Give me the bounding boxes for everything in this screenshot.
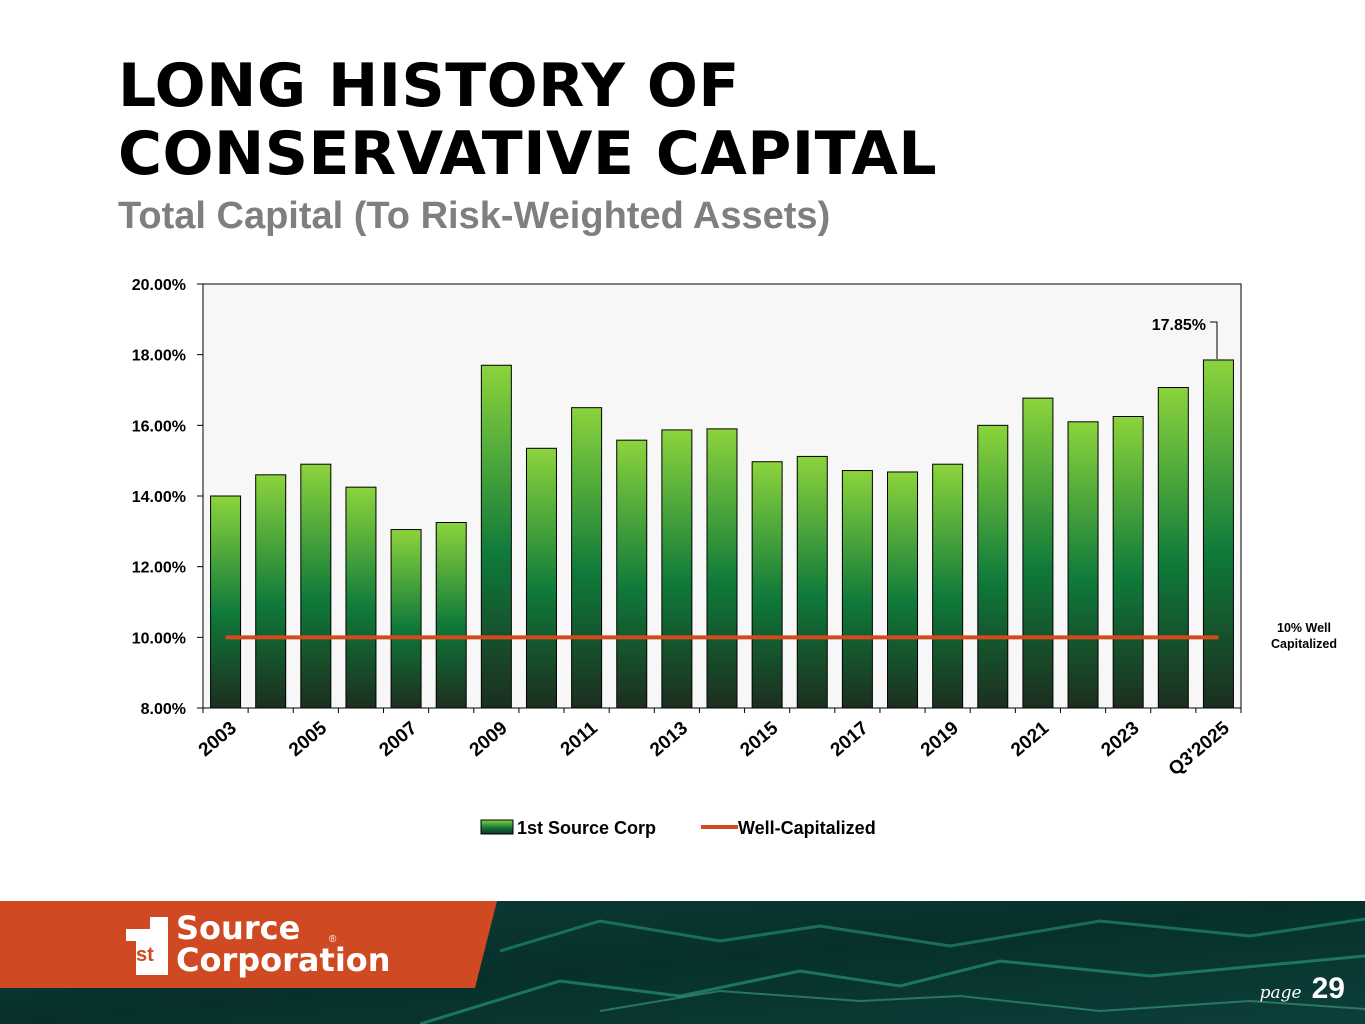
- annotation-leader: [1210, 321, 1218, 359]
- x-tick-label: 2017: [827, 718, 873, 761]
- x-tick-label: 2019: [917, 718, 963, 761]
- bar-2012: [616, 439, 648, 709]
- page-indicator: page 29: [1260, 972, 1345, 1006]
- logo-superscript: st: [136, 944, 154, 966]
- y-tick-label: 16.00%: [132, 418, 186, 435]
- bar-2008: [435, 522, 467, 709]
- x-tick-label: 2003: [195, 718, 241, 761]
- x-tick-label: 2011: [557, 717, 602, 760]
- y-tick-label: 10.00%: [132, 630, 186, 647]
- chart-subtitle: Total Capital (To Risk-Weighted Assets): [118, 195, 831, 237]
- bar-2015: [751, 461, 783, 709]
- x-tick-label: 2005: [285, 717, 331, 761]
- legend-swatch-bars: [480, 819, 514, 835]
- y-tick-label: 18.00%: [132, 348, 186, 365]
- bar-2009: [480, 364, 512, 709]
- bar-2016: [796, 455, 828, 709]
- bar-2014: [706, 428, 738, 709]
- bar-2013: [661, 429, 693, 709]
- x-tick-label: Q3'2025: [1165, 717, 1234, 780]
- page-number: 29: [1311, 972, 1345, 1005]
- x-tick-label: 2023: [1098, 718, 1144, 761]
- logo-registered: ®: [329, 934, 337, 945]
- bar-2019: [932, 463, 964, 709]
- legend: 1st Source Corp Well-Capitalized: [480, 818, 876, 838]
- bar-2011: [571, 407, 603, 709]
- bar-2005: [300, 463, 332, 709]
- bar-Q3'2025: [1202, 359, 1234, 709]
- x-tick-label: 2015: [736, 717, 782, 761]
- title-line-2: CONSERVATIVE CAPITAL: [118, 119, 938, 189]
- x-axis-ticks: 2003 2005 2007 2009 2011 2013 2015 2017 2019 2021…: [195, 708, 1242, 780]
- bar-series: [210, 359, 1234, 709]
- bar-2024: [1157, 387, 1189, 709]
- capital-ratio-chart: 8.00% 10.00% 12.00% 14.00% 16.00% 18.00% 20.00…: [132, 277, 1337, 838]
- footer-background: [0, 901, 1365, 1024]
- x-tick-label: 2021: [1007, 717, 1053, 761]
- bar-2010: [525, 447, 557, 709]
- title-line-1: LONG HISTORY OF: [118, 51, 740, 121]
- x-tick-label: 2013: [646, 718, 692, 761]
- annotation-callout: 17.85%: [1152, 317, 1218, 359]
- bar-2007: [390, 529, 422, 709]
- page-title: LONG HISTORY OF CONSERVATIVE CAPITAL: [118, 52, 937, 188]
- logo-word-corporation: Corporation: [176, 941, 391, 979]
- page-word: page: [1259, 983, 1302, 1003]
- side-note-line-2: Capitalized: [1271, 637, 1337, 651]
- bar-2006: [345, 486, 377, 709]
- y-axis-ticks: 8.00% 10.00% 12.00% 14.00% 16.00% 18.00% 20.00…: [132, 277, 203, 718]
- logo-word-source: Source: [176, 909, 301, 947]
- legend-label-line: Well-Capitalized: [738, 818, 876, 838]
- footer-banner: st Source ® Corporation page 29: [0, 901, 1365, 1024]
- bar-2004: [255, 474, 287, 709]
- y-tick-label: 8.00%: [141, 701, 186, 718]
- bar-2022: [1067, 421, 1099, 709]
- bar-2021: [1022, 397, 1054, 709]
- y-tick-label: 20.00%: [132, 277, 186, 294]
- bar-2023: [1112, 416, 1144, 709]
- company-logo: st Source ® Corporation: [126, 911, 456, 979]
- x-tick-label: 2009: [466, 718, 512, 761]
- bar-2003: [210, 495, 242, 709]
- bar-2020: [977, 424, 1009, 709]
- bar-2018: [887, 471, 919, 709]
- y-tick-label: 14.00%: [132, 489, 186, 506]
- x-tick-label: 2007: [375, 718, 421, 761]
- annotation-label: 17.85%: [1152, 317, 1206, 334]
- y-tick-label: 12.00%: [132, 560, 186, 577]
- legend-label-bars: 1st Source Corp: [517, 818, 656, 838]
- side-note-line-1: 10% Well: [1277, 621, 1331, 635]
- bar-2017: [841, 470, 873, 709]
